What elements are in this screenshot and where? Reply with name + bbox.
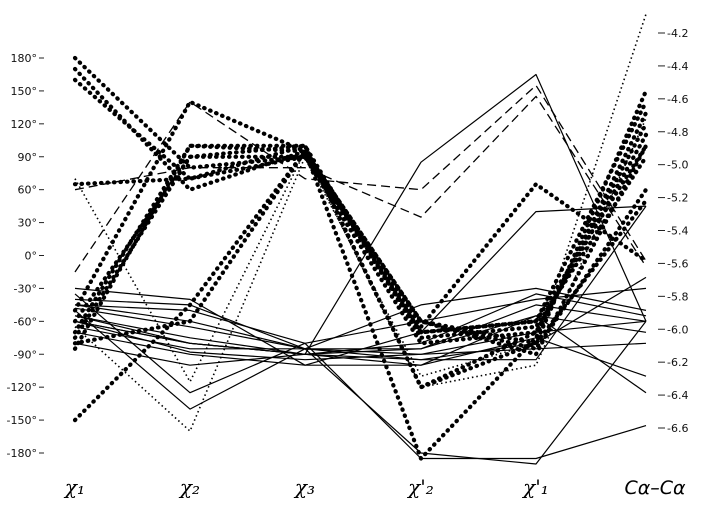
right-tick-label: -5.4	[667, 225, 688, 238]
series-line-solid	[74, 205, 647, 361]
right-tick-label: -5.6	[667, 257, 688, 270]
series-line-solid	[74, 293, 647, 460]
left-tick-label: -150°	[7, 414, 37, 427]
right-tick-label: -6.2	[667, 356, 688, 369]
axis-label-ca-ca: Cα–Cα	[624, 477, 686, 499]
series-line-solid	[74, 331, 647, 377]
series-line-solid	[74, 315, 647, 394]
right-tick-label: -5.0	[667, 159, 688, 172]
right-tick-label: -6.0	[667, 323, 688, 336]
axis-label-chi2-prime: χ'₂	[406, 475, 434, 499]
left-tick-label: 30°	[18, 217, 38, 230]
left-tick-label: -60°	[14, 315, 37, 328]
series-line-heavy-dotted	[72, 149, 649, 351]
right-tick-label: -4.4	[667, 60, 688, 73]
series-line-solid	[74, 276, 647, 361]
axis-label-chi1: χ₁	[63, 475, 85, 499]
left-tick-label: 90°	[18, 151, 38, 164]
axis-label-chi3: χ₃	[293, 475, 315, 499]
left-tick-label: 0°	[25, 250, 38, 263]
right-tick-label: -5.8	[667, 290, 688, 303]
left-tick-label: 180°	[11, 52, 38, 65]
series-line-heavy-dotted	[72, 99, 649, 357]
right-tick-label: -4.8	[667, 126, 688, 139]
left-tick-label: -90°	[14, 348, 37, 361]
right-axis: -4.2 -4.4 -4.6 -4.8 -5.0 -5.2 -5.4 -5.6 -5.8 -6.0…	[658, 27, 688, 435]
right-tick-label: -6.6	[667, 422, 688, 435]
left-tick-label: -180°	[7, 447, 37, 460]
left-tick-label: -120°	[7, 381, 37, 394]
series-line-dashed	[74, 84, 647, 273]
right-tick-label: -4.2	[667, 27, 688, 40]
series-line-dashed	[74, 95, 647, 267]
left-tick-label: 150°	[11, 85, 38, 98]
series-line-dotted	[74, 117, 647, 389]
left-tick-label: -30°	[14, 282, 37, 295]
right-tick-label: -5.2	[667, 192, 688, 205]
series-line-heavy-dotted	[72, 143, 649, 340]
left-axis: 180° 150° 120° 90° 60° 30° 0° -30° -60° -90° -120°…	[7, 52, 44, 460]
series-line-dotted	[74, 13, 647, 432]
axis-label-chi1-prime: χ'₁	[521, 475, 549, 499]
series-line-solid	[74, 309, 647, 465]
left-tick-label: 60°	[18, 184, 38, 197]
series-layer	[72, 13, 649, 465]
axis-label-chi2: χ₂	[178, 475, 200, 499]
series-line-heavy-dotted	[72, 143, 649, 351]
left-tick-label: 120°	[11, 118, 38, 131]
right-tick-label: -6.4	[667, 389, 688, 402]
series-line-solid	[74, 205, 647, 366]
right-tick-label: -4.6	[667, 93, 688, 106]
